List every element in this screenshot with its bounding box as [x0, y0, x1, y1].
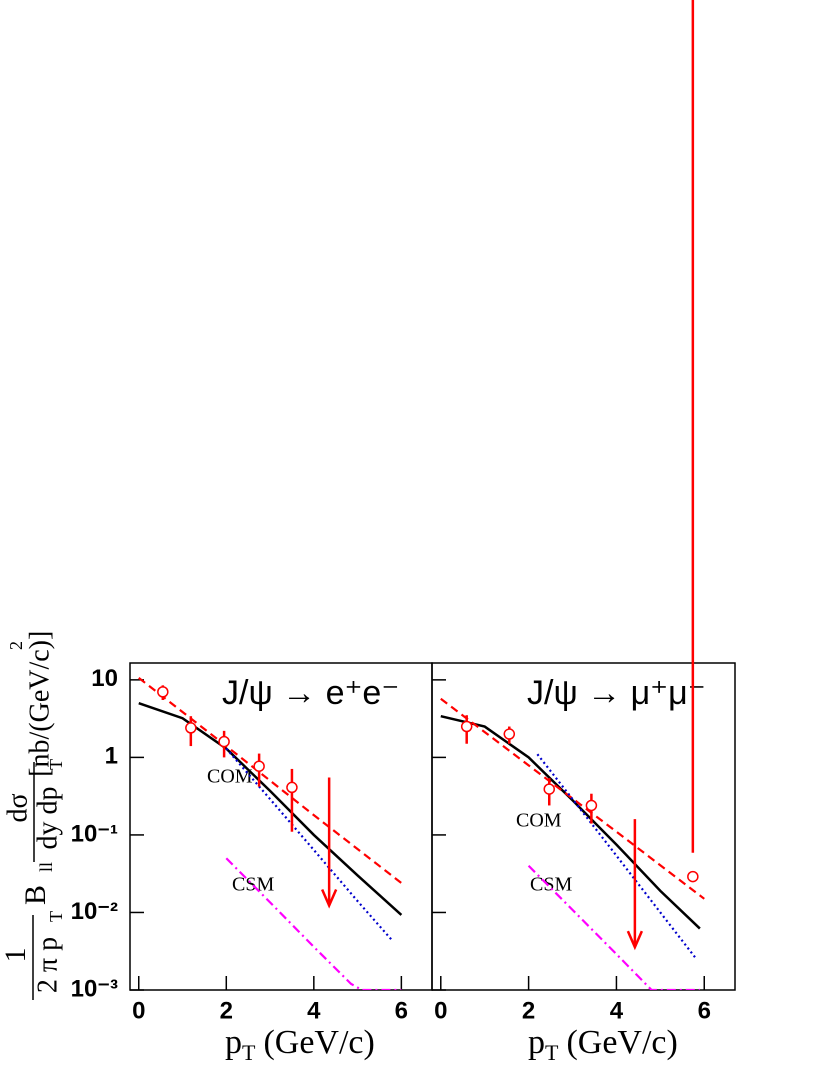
- plot-frame: [129, 662, 433, 991]
- panel-title: J/ψ → μ⁺μ⁻: [527, 674, 706, 712]
- data-point: [253, 760, 265, 772]
- y-tick-label: 10⁻²: [71, 898, 118, 925]
- y-tick-label: 10⁻¹: [71, 820, 118, 847]
- y-tick-label: 10⁻³: [71, 975, 118, 1002]
- y-label-part: 2: [6, 641, 26, 650]
- y-label-part: ll: [36, 862, 56, 872]
- y-label-part: T: [46, 911, 66, 922]
- data-point: [218, 735, 230, 748]
- y-label-part: B: [19, 885, 52, 905]
- curve: [138, 702, 403, 916]
- x-tick-label: 0: [132, 997, 145, 1024]
- data-point: [503, 728, 516, 740]
- annotation: CSM: [232, 874, 274, 896]
- upper-limit-arrowhead: [626, 930, 644, 951]
- x-tick-label: 2: [220, 997, 233, 1024]
- x-tick-label: 4: [610, 997, 624, 1024]
- x-axis-label: pT (GeV/c): [225, 1024, 375, 1065]
- x-tick-label: 0: [434, 997, 447, 1024]
- x-label-sub: T: [545, 1040, 559, 1065]
- x-tick-label: 2: [522, 997, 535, 1024]
- upper-limit-arrowhead: [320, 889, 338, 909]
- y-label-part: dσ: [2, 793, 33, 822]
- data-point: [286, 781, 298, 794]
- x-tick-label: 6: [698, 997, 711, 1024]
- curve: [440, 697, 705, 900]
- x-label-p: p: [225, 1024, 242, 1061]
- y-tick-label: 10: [91, 665, 118, 692]
- data-point: [543, 783, 555, 795]
- curve: [527, 865, 700, 990]
- x-axis-label: pT (GeV/c): [528, 1024, 678, 1065]
- curve: [225, 857, 402, 990]
- x-tick-label: 4: [307, 997, 321, 1024]
- curve: [440, 714, 701, 930]
- annotation: COM: [207, 766, 253, 788]
- data-point: [687, 870, 699, 883]
- x-label-unit: (GeV/c): [263, 1024, 374, 1061]
- data-point: [585, 799, 598, 812]
- y-label-part: T: [46, 759, 66, 770]
- plot-frame: [431, 662, 736, 991]
- x-label-sub: T: [242, 1040, 256, 1065]
- x-tick-label: 6: [395, 997, 408, 1024]
- y-label-part: 1: [0, 948, 32, 963]
- data-point: [157, 686, 169, 698]
- curve: [536, 753, 697, 959]
- x-label-p: p: [528, 1024, 545, 1061]
- y-tick-label: 1: [105, 743, 118, 770]
- y-label-part: dy dp: [32, 787, 63, 850]
- data-point: [460, 720, 473, 733]
- curve: [138, 677, 403, 884]
- annotation: CSM: [530, 874, 572, 896]
- data-point: [185, 722, 197, 734]
- x-label-unit: (GeV/c): [566, 1024, 677, 1061]
- y-label-part: ]: [24, 631, 55, 640]
- y-label-part: [nb/(GeV/c): [24, 640, 55, 777]
- y-label-part: 2 π p: [32, 937, 63, 993]
- annotation: COM: [516, 810, 562, 832]
- panel-title: J/ψ → e⁺e⁻: [222, 674, 399, 712]
